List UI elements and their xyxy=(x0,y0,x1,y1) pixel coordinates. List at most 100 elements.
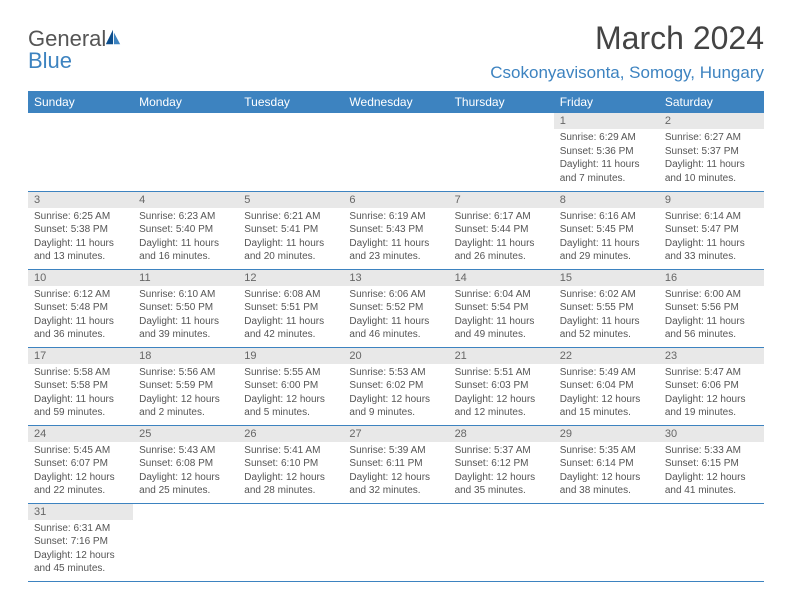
day-number: 25 xyxy=(133,426,238,442)
day-number: 24 xyxy=(28,426,133,442)
daylight-line-2: and 35 minutes. xyxy=(455,484,548,498)
daylight-line-2: and 29 minutes. xyxy=(560,250,653,264)
sunrise-line: Sunrise: 6:27 AM xyxy=(665,131,758,145)
sunrise-line: Sunrise: 6:17 AM xyxy=(455,210,548,224)
daylight-line-1: Daylight: 12 hours xyxy=(560,393,653,407)
sunset-line: Sunset: 6:14 PM xyxy=(560,457,653,471)
sunset-line: Sunset: 5:58 PM xyxy=(34,379,127,393)
daylight-line-2: and 5 minutes. xyxy=(244,406,337,420)
calendar-cell xyxy=(238,113,343,191)
calendar-cell: 10Sunrise: 6:12 AMSunset: 5:48 PMDayligh… xyxy=(28,269,133,347)
day-details: Sunrise: 5:39 AMSunset: 6:11 PMDaylight:… xyxy=(343,442,448,502)
day-number: 26 xyxy=(238,426,343,442)
logo-text-2: Blue xyxy=(28,48,72,73)
sunrise-line: Sunrise: 5:45 AM xyxy=(34,444,127,458)
sunset-line: Sunset: 5:41 PM xyxy=(244,223,337,237)
daylight-line-1: Daylight: 12 hours xyxy=(665,393,758,407)
daylight-line-1: Daylight: 11 hours xyxy=(560,158,653,172)
day-number: 18 xyxy=(133,348,238,364)
sunset-line: Sunset: 6:00 PM xyxy=(244,379,337,393)
calendar-row: 17Sunrise: 5:58 AMSunset: 5:58 PMDayligh… xyxy=(28,347,764,425)
day-number: 1 xyxy=(554,113,659,129)
calendar-cell: 16Sunrise: 6:00 AMSunset: 5:56 PMDayligh… xyxy=(659,269,764,347)
day-details: Sunrise: 5:47 AMSunset: 6:06 PMDaylight:… xyxy=(659,364,764,424)
sunrise-line: Sunrise: 6:00 AM xyxy=(665,288,758,302)
daylight-line-2: and 36 minutes. xyxy=(34,328,127,342)
calendar-cell: 14Sunrise: 6:04 AMSunset: 5:54 PMDayligh… xyxy=(449,269,554,347)
calendar-cell: 5Sunrise: 6:21 AMSunset: 5:41 PMDaylight… xyxy=(238,191,343,269)
daylight-line-1: Daylight: 11 hours xyxy=(665,315,758,329)
daylight-line-1: Daylight: 11 hours xyxy=(665,158,758,172)
sunrise-line: Sunrise: 5:47 AM xyxy=(665,366,758,380)
day-details: Sunrise: 6:00 AMSunset: 5:56 PMDaylight:… xyxy=(659,286,764,346)
daylight-line-2: and 59 minutes. xyxy=(34,406,127,420)
sunrise-line: Sunrise: 6:23 AM xyxy=(139,210,232,224)
sunset-line: Sunset: 5:50 PM xyxy=(139,301,232,315)
daylight-line-2: and 32 minutes. xyxy=(349,484,442,498)
sunset-line: Sunset: 5:40 PM xyxy=(139,223,232,237)
daylight-line-2: and 9 minutes. xyxy=(349,406,442,420)
day-details: Sunrise: 6:08 AMSunset: 5:51 PMDaylight:… xyxy=(238,286,343,346)
day-number: 12 xyxy=(238,270,343,286)
calendar-cell: 18Sunrise: 5:56 AMSunset: 5:59 PMDayligh… xyxy=(133,347,238,425)
column-header: Friday xyxy=(554,91,659,113)
day-details: Sunrise: 5:58 AMSunset: 5:58 PMDaylight:… xyxy=(28,364,133,424)
column-header: Saturday xyxy=(659,91,764,113)
daylight-line-2: and 20 minutes. xyxy=(244,250,337,264)
sunrise-line: Sunrise: 5:51 AM xyxy=(455,366,548,380)
sunset-line: Sunset: 5:55 PM xyxy=(560,301,653,315)
sunrise-line: Sunrise: 6:08 AM xyxy=(244,288,337,302)
day-details: Sunrise: 6:31 AMSunset: 7:16 PMDaylight:… xyxy=(28,520,133,580)
calendar-row: 10Sunrise: 6:12 AMSunset: 5:48 PMDayligh… xyxy=(28,269,764,347)
day-number: 9 xyxy=(659,192,764,208)
calendar-cell: 13Sunrise: 6:06 AMSunset: 5:52 PMDayligh… xyxy=(343,269,448,347)
sunset-line: Sunset: 7:16 PM xyxy=(34,535,127,549)
daylight-line-2: and 41 minutes. xyxy=(665,484,758,498)
day-number: 23 xyxy=(659,348,764,364)
day-number: 19 xyxy=(238,348,343,364)
sunrise-line: Sunrise: 5:37 AM xyxy=(455,444,548,458)
calendar-cell xyxy=(554,503,659,581)
day-number: 15 xyxy=(554,270,659,286)
daylight-line-1: Daylight: 12 hours xyxy=(560,471,653,485)
day-number: 11 xyxy=(133,270,238,286)
calendar-cell: 19Sunrise: 5:55 AMSunset: 6:00 PMDayligh… xyxy=(238,347,343,425)
calendar-row: 3Sunrise: 6:25 AMSunset: 5:38 PMDaylight… xyxy=(28,191,764,269)
logo-text: GeneralBlue xyxy=(28,28,122,72)
day-details: Sunrise: 6:19 AMSunset: 5:43 PMDaylight:… xyxy=(343,208,448,268)
day-details: Sunrise: 6:12 AMSunset: 5:48 PMDaylight:… xyxy=(28,286,133,346)
day-details: Sunrise: 6:23 AMSunset: 5:40 PMDaylight:… xyxy=(133,208,238,268)
calendar-cell xyxy=(449,503,554,581)
sunset-line: Sunset: 5:59 PM xyxy=(139,379,232,393)
page-title: March 2024 xyxy=(490,20,764,57)
sunrise-line: Sunrise: 5:43 AM xyxy=(139,444,232,458)
sunrise-line: Sunrise: 5:33 AM xyxy=(665,444,758,458)
daylight-line-1: Daylight: 12 hours xyxy=(349,393,442,407)
day-details: Sunrise: 6:27 AMSunset: 5:37 PMDaylight:… xyxy=(659,129,764,189)
daylight-line-2: and 28 minutes. xyxy=(244,484,337,498)
sunset-line: Sunset: 6:04 PM xyxy=(560,379,653,393)
daylight-line-2: and 23 minutes. xyxy=(349,250,442,264)
daylight-line-2: and 39 minutes. xyxy=(139,328,232,342)
day-details: Sunrise: 5:53 AMSunset: 6:02 PMDaylight:… xyxy=(343,364,448,424)
daylight-line-2: and 45 minutes. xyxy=(34,562,127,576)
calendar-cell: 24Sunrise: 5:45 AMSunset: 6:07 PMDayligh… xyxy=(28,425,133,503)
sunset-line: Sunset: 5:56 PM xyxy=(665,301,758,315)
daylight-line-2: and 13 minutes. xyxy=(34,250,127,264)
day-details: Sunrise: 5:41 AMSunset: 6:10 PMDaylight:… xyxy=(238,442,343,502)
calendar-cell: 31Sunrise: 6:31 AMSunset: 7:16 PMDayligh… xyxy=(28,503,133,581)
calendar-cell: 17Sunrise: 5:58 AMSunset: 5:58 PMDayligh… xyxy=(28,347,133,425)
day-details: Sunrise: 5:56 AMSunset: 5:59 PMDaylight:… xyxy=(133,364,238,424)
calendar-cell: 21Sunrise: 5:51 AMSunset: 6:03 PMDayligh… xyxy=(449,347,554,425)
day-number: 27 xyxy=(343,426,448,442)
column-header: Tuesday xyxy=(238,91,343,113)
day-details: Sunrise: 6:17 AMSunset: 5:44 PMDaylight:… xyxy=(449,208,554,268)
day-details: Sunrise: 5:33 AMSunset: 6:15 PMDaylight:… xyxy=(659,442,764,502)
day-number: 16 xyxy=(659,270,764,286)
daylight-line-2: and 15 minutes. xyxy=(560,406,653,420)
sunrise-line: Sunrise: 6:10 AM xyxy=(139,288,232,302)
daylight-line-1: Daylight: 11 hours xyxy=(560,315,653,329)
sunset-line: Sunset: 6:02 PM xyxy=(349,379,442,393)
sunset-line: Sunset: 5:48 PM xyxy=(34,301,127,315)
daylight-line-2: and 33 minutes. xyxy=(665,250,758,264)
